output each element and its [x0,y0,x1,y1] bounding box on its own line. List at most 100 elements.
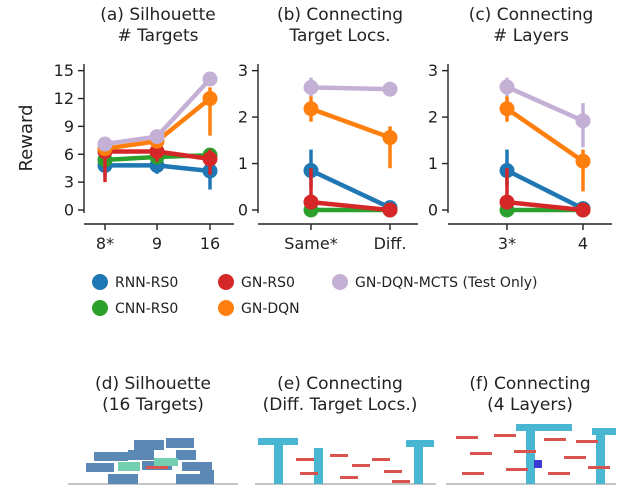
legend-label: CNN-RS0 [115,301,178,317]
target-bar [548,472,570,475]
legend-label: GN-DQN-MCTS (Test Only) [355,275,537,291]
subfigure-title-line2: (4 Layers) [487,395,573,415]
target-bar [506,468,528,471]
block [182,462,212,471]
target-bar [352,464,370,467]
subfigure-title-line2: (Diff. Target Locs.) [263,395,418,415]
target-bar [588,466,610,469]
target-bar [494,434,516,437]
target-bar [462,472,484,475]
target-bar [300,472,318,475]
data-point [303,101,319,117]
target-bar [544,438,566,441]
chart-title-line: (a) Silhouette [100,5,216,25]
data-point [382,130,398,146]
data-point [303,194,319,210]
x-tick-label: 16 [200,234,220,253]
y-tick-label: 0 [238,201,248,220]
subfigure-2: (f) Connecting(4 Layers) [469,374,590,415]
target-bar [330,454,348,457]
subfigure-title-line1: (f) Connecting [469,374,590,394]
block [86,463,114,472]
block [406,440,434,447]
series-line [505,106,585,164]
series-gn-dqn [303,96,398,169]
target-bar [372,458,390,461]
y-tick-label: 12 [54,89,74,108]
chart-title-line: # Layers [493,26,569,46]
data-point [499,101,515,117]
chart-title-line: Target Locs. [288,26,390,46]
legend-item: RNN-RS0 [92,274,178,291]
data-point [499,194,515,210]
x-tick-label: 9 [152,234,162,253]
legend-label: GN-RS0 [241,275,295,291]
subfigure-0: (d) Silhouette(16 Targets) [95,374,211,415]
series-gn-dqn [499,96,591,192]
legend-label: RNN-RS0 [115,275,178,291]
series-gn-dqn-mcts-test-only- [97,71,218,152]
thumbnail-connecting-locs [255,438,436,485]
chart-title-line: (b) Connecting [277,5,403,25]
data-point [149,129,165,145]
y-tick-label: 3 [238,61,248,80]
target-bar [384,470,402,473]
block [414,447,423,484]
legend-marker [218,300,234,316]
block [274,445,283,484]
data-point [575,153,591,169]
chart-title-line: (c) Connecting [469,5,594,25]
block [134,440,164,450]
legend-label: GN-DQN [241,301,300,317]
y-tick-label: 1 [428,154,438,173]
data-point [303,79,319,95]
y-axis-label: Reward [16,104,37,171]
y-tick-label: 0 [64,201,74,220]
target-bar [564,456,586,459]
series-line [310,199,391,213]
block [200,470,214,484]
target-bar [470,452,492,455]
target-bar [576,440,598,443]
data-point [202,91,218,107]
x-tick-label: Same* [284,234,337,253]
subfigure-title-line2: (16 Targets) [102,395,204,415]
y-tick-label: 1 [238,154,248,173]
subfigure-title-line1: (e) Connecting [277,374,403,394]
block [176,450,196,460]
chart-panel-0: (a) Silhouette# Targets 0 3 6 9 12 15 8* 9 16 Rewa… [16,5,234,253]
series-line [310,85,391,92]
block [108,474,138,484]
y-tick-label: 2 [238,108,248,127]
y-tick-label: 0 [428,201,438,220]
block-highlight [534,460,542,468]
target-bar [456,436,478,439]
series-line [505,168,585,211]
block [526,431,535,484]
data-point [575,202,591,218]
block-highlight [154,458,178,466]
target-bar [146,466,168,469]
x-tick-label: 3* [498,234,516,253]
series-gn-dqn-mcts-test-only- [303,77,398,97]
thumbnail-connecting-layers [446,424,616,485]
y-tick-label: 15 [54,61,74,80]
data-point [499,79,515,95]
target-bar [340,476,358,479]
y-tick-label: 3 [428,61,438,80]
legend-item: CNN-RS0 [92,300,178,317]
x-tick-label: 4 [578,234,588,253]
series-line [310,168,391,210]
data-point [382,202,398,218]
subfigures: (d) Silhouette(16 Targets) (e) Connecting… [68,374,616,485]
target-bar [392,480,410,483]
y-tick-label: 6 [64,145,74,164]
block [176,474,204,484]
series-line [506,199,584,213]
legend-item: GN-RS0 [218,274,295,291]
block [592,428,616,435]
series-line [310,106,391,140]
block [128,450,154,460]
subfigure-title-line1: (d) Silhouette [95,374,211,394]
data-point [382,81,398,97]
